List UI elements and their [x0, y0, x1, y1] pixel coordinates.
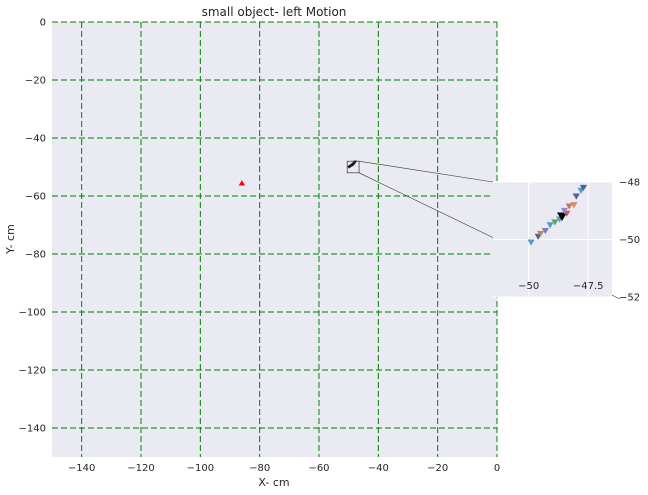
connector-line	[359, 160, 494, 183]
inset-data-point	[557, 212, 568, 221]
inset-data-point	[541, 227, 549, 235]
x-axis-label: X- cm	[258, 476, 289, 489]
y-tick-label: −140	[19, 424, 46, 435]
y-tick-label: −20	[25, 76, 46, 87]
inset-data-point	[551, 219, 559, 226]
x-tick-label: −100	[187, 463, 214, 474]
inset-y-tick-label: −50	[619, 235, 640, 246]
zoom-source-box	[346, 160, 360, 174]
target-marker	[238, 180, 246, 186]
inset-data-point	[570, 202, 578, 209]
x-tick-label: −120	[127, 463, 154, 474]
y-tick-label: −40	[25, 134, 46, 145]
y-tick-label: −80	[25, 250, 46, 261]
x-tick-label: −40	[368, 463, 389, 474]
inset-data-point	[572, 193, 580, 200]
y-tick-label: 0	[40, 18, 46, 29]
x-tick-label: 0	[494, 463, 500, 474]
inset-data-point	[546, 222, 554, 229]
inset-data-point	[527, 239, 535, 246]
x-tick-label: −140	[68, 463, 95, 474]
inset-y-tick-label: −52	[619, 293, 640, 304]
inset-y-tick-label: −48	[619, 178, 640, 189]
y-tick-label: −60	[25, 192, 46, 203]
inset-axes: −50 −47.5 −48 −50 −52	[493, 178, 640, 304]
y-tick-label: −100	[19, 308, 46, 319]
y-axis-label: Y- cm	[4, 224, 17, 255]
y-tick-label: −120	[19, 366, 46, 377]
main-axes: −140 −120 −100 −80 −60 −40 −20 0 0 −20 −40 −60 −80 −1…	[19, 18, 501, 475]
x-tick-label: −60	[308, 463, 329, 474]
inset-data-point	[565, 203, 573, 210]
inset-x-tick-label: −47.5	[573, 281, 604, 292]
x-tick-label: −80	[249, 463, 270, 474]
chart-title: small object- left Motion	[202, 5, 347, 19]
x-tick-label: −20	[427, 463, 448, 474]
inset-data-point	[560, 207, 568, 214]
inset-x-tick-label: −50	[518, 281, 539, 292]
inset-data-point	[579, 184, 588, 191]
inset-data-point	[537, 230, 545, 237]
plot-area	[52, 22, 497, 457]
